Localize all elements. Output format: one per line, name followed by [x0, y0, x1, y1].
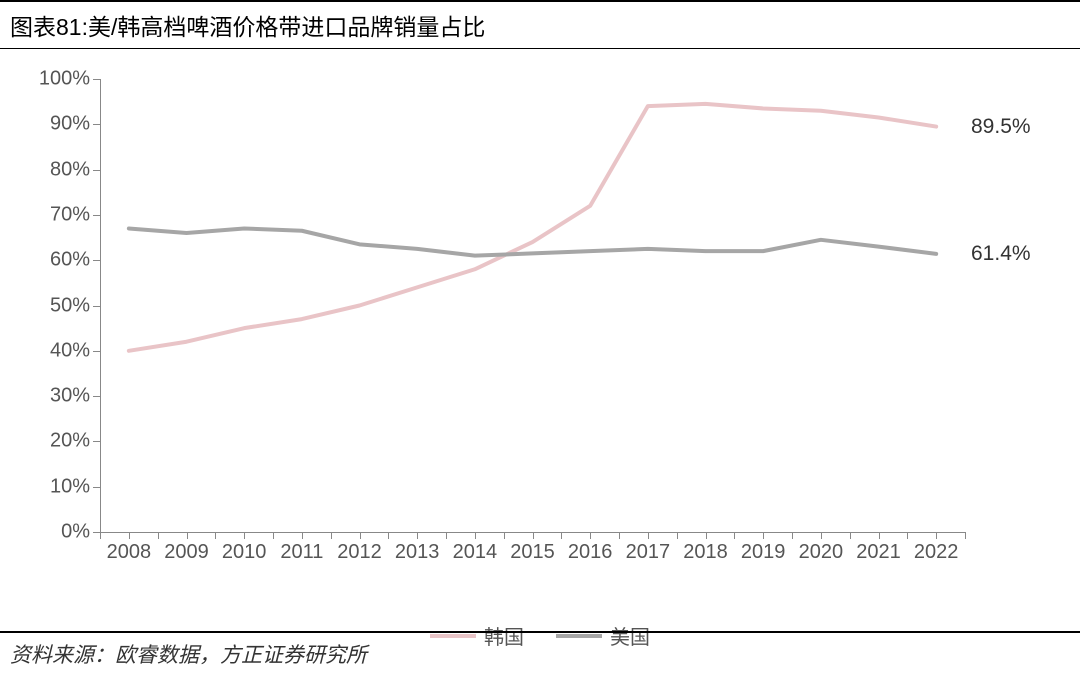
y-tick: [93, 306, 100, 307]
y-tick: [93, 532, 100, 533]
y-tick: [93, 79, 100, 80]
x-tick: [821, 532, 822, 539]
x-tick: [215, 532, 216, 539]
x-tick: [965, 532, 966, 539]
x-axis-label: 2021: [856, 541, 901, 564]
y-tick: [93, 170, 100, 171]
x-axis-label: 2009: [164, 541, 209, 564]
x-tick: [619, 532, 620, 539]
y-axis-label: 70%: [0, 203, 90, 226]
y-axis-label: 80%: [0, 158, 90, 181]
x-tick: [158, 532, 159, 539]
x-tick: [792, 532, 793, 539]
x-tick: [879, 532, 880, 539]
x-tick: [129, 532, 130, 539]
x-axis-label: 2020: [799, 541, 844, 564]
y-tick: [93, 215, 100, 216]
x-axis-label: 2014: [453, 541, 498, 564]
x-tick: [475, 532, 476, 539]
y-tick: [93, 260, 100, 261]
x-tick: [706, 532, 707, 539]
source-text: 资料来源：欧睿数据，方正证券研究所: [0, 633, 1080, 675]
x-axis-label: 2010: [222, 541, 267, 564]
x-axis-label: 2012: [337, 541, 382, 564]
y-tick: [93, 124, 100, 125]
plot-region: [100, 79, 965, 532]
x-axis-label: 2013: [395, 541, 440, 564]
y-axis-label: 60%: [0, 249, 90, 272]
y-axis-label: 0%: [0, 521, 90, 544]
x-tick: [561, 532, 562, 539]
y-axis-label: 100%: [0, 68, 90, 91]
x-axis-label: 2022: [914, 541, 959, 564]
x-axis-label: 2019: [741, 541, 786, 564]
line-svg: [100, 79, 965, 532]
y-tick: [93, 351, 100, 352]
x-tick: [244, 532, 245, 539]
x-tick: [677, 532, 678, 539]
x-tick: [763, 532, 764, 539]
x-tick: [590, 532, 591, 539]
y-axis-label: 50%: [0, 294, 90, 317]
x-tick: [648, 532, 649, 539]
x-tick: [504, 532, 505, 539]
y-tick: [93, 396, 100, 397]
x-tick: [734, 532, 735, 539]
x-tick: [273, 532, 274, 539]
x-tick: [533, 532, 534, 539]
y-tick: [93, 441, 100, 442]
footer: 资料来源：欧睿数据，方正证券研究所: [0, 631, 1080, 675]
y-axis-label: 30%: [0, 385, 90, 408]
x-axis-label: 2016: [568, 541, 613, 564]
y-axis-label: 20%: [0, 430, 90, 453]
y-axis-label: 10%: [0, 475, 90, 498]
y-tick: [93, 487, 100, 488]
x-tick: [907, 532, 908, 539]
x-tick: [446, 532, 447, 539]
chart-title: 图表81:美/韩高档啤酒价格带进口品牌销量占比: [10, 8, 1070, 42]
y-axis-label: 40%: [0, 339, 90, 362]
chart-title-bar: 图表81:美/韩高档啤酒价格带进口品牌销量占比: [0, 0, 1080, 49]
series-end-label: 89.5%: [971, 115, 1031, 139]
y-axis-label: 90%: [0, 113, 90, 136]
chart-area: 韩国美国 0%10%20%30%40%50%60%70%80%90%100%20…: [0, 49, 1080, 609]
x-tick: [302, 532, 303, 539]
x-axis-label: 2018: [683, 541, 728, 564]
x-axis-label: 2011: [280, 541, 323, 564]
x-tick: [850, 532, 851, 539]
x-tick: [417, 532, 418, 539]
x-tick: [388, 532, 389, 539]
x-tick: [100, 532, 101, 539]
x-axis-label: 2017: [626, 541, 671, 564]
x-tick: [331, 532, 332, 539]
x-axis-label: 2015: [510, 541, 555, 564]
series-end-label: 61.4%: [971, 242, 1031, 266]
x-tick: [360, 532, 361, 539]
x-tick: [187, 532, 188, 539]
x-axis-label: 2008: [107, 541, 152, 564]
x-tick: [936, 532, 937, 539]
